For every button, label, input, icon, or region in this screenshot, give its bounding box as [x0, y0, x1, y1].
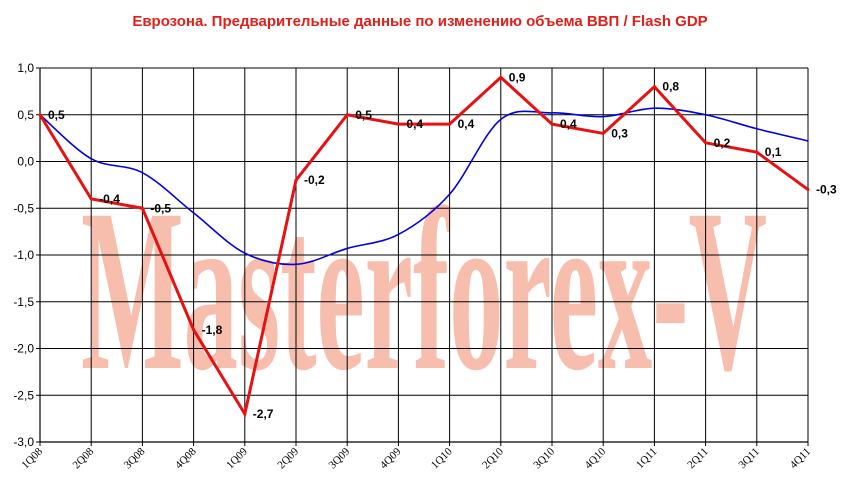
- series-line-gdp: [38, 75, 809, 418]
- y-tick-label: -2,0: [13, 342, 34, 356]
- data-label: 0,1: [765, 145, 782, 159]
- data-label: 0,2: [714, 136, 731, 150]
- watermark: Masterforex-V: [81, 162, 767, 420]
- x-tick-label: 2Q10: [480, 445, 506, 471]
- x-tick-label: 1Q10: [429, 445, 455, 471]
- y-tick-label: -1,5: [13, 295, 34, 309]
- x-tick-label: 3Q11: [736, 446, 761, 471]
- x-tick-label: 2Q09: [275, 445, 301, 471]
- data-point: [550, 122, 554, 126]
- y-tick-label: 1,0: [17, 61, 34, 75]
- data-point: [345, 113, 349, 117]
- data-label: -2,7: [253, 407, 274, 421]
- data-point: [499, 75, 503, 79]
- x-tick-label: 1Q08: [19, 445, 45, 471]
- data-point: [448, 122, 452, 126]
- data-point: [38, 113, 42, 117]
- x-tick-label: 3Q08: [122, 445, 148, 471]
- data-point: [89, 197, 93, 201]
- data-point: [243, 412, 247, 416]
- y-tick-label: 0,0: [17, 155, 34, 169]
- x-tick-label: 1Q11: [634, 446, 659, 471]
- data-label: -1,8: [202, 323, 223, 337]
- data-label: 0,5: [355, 108, 372, 122]
- x-tick-label: 3Q10: [531, 445, 557, 471]
- data-label: 0,4: [406, 117, 423, 131]
- data-point: [294, 178, 298, 182]
- data-label: 0,8: [662, 80, 679, 94]
- data-labels: 0,5 -0,4 -0,5 -1,8 -2,7 -0,2 0,5 0,4 0,4 0,9 0,4 0,…: [48, 70, 837, 421]
- watermark-text: Masterforex-V: [81, 162, 767, 420]
- x-tick-label: 1Q09: [224, 445, 250, 471]
- data-label: 0,3: [611, 126, 628, 140]
- x-tick-label: 4Q10: [583, 445, 609, 471]
- data-point: [140, 206, 144, 210]
- data-label: -0,3: [816, 183, 837, 197]
- y-tick-label: 0,5: [17, 108, 34, 122]
- data-label: -0,2: [304, 173, 325, 187]
- data-point: [601, 131, 605, 135]
- data-point: [755, 150, 759, 154]
- x-tick-label: 2Q08: [71, 445, 97, 471]
- x-tick-label: 4Q08: [173, 445, 199, 471]
- grid: [39, 67, 809, 443]
- data-point: [704, 141, 708, 145]
- data-point: [652, 85, 656, 89]
- data-point: [192, 328, 196, 332]
- y-tick-label: -1,0: [13, 248, 34, 262]
- x-tick-label: 3Q09: [327, 445, 353, 471]
- x-tick-label: 4Q11: [788, 446, 813, 471]
- data-label: -0,4: [99, 192, 120, 206]
- x-tick-label: 2Q11: [685, 446, 710, 471]
- series: [38, 75, 810, 418]
- data-label: 0,4: [458, 117, 475, 131]
- data-label: 0,9: [509, 70, 526, 84]
- y-tick-label: -3,0: [13, 435, 34, 449]
- data-label: -0,5: [150, 201, 171, 215]
- chart-title: Еврозона. Предварительные данные по изме…: [132, 13, 707, 30]
- y-tick-label: -0,5: [13, 201, 34, 215]
- data-point: [396, 122, 400, 126]
- data-label: 0,5: [48, 108, 65, 122]
- y-tick-label: -2,5: [13, 388, 34, 402]
- x-tick-label: 4Q09: [378, 445, 404, 471]
- data-point: [806, 188, 810, 192]
- data-label: 0,4: [560, 117, 577, 131]
